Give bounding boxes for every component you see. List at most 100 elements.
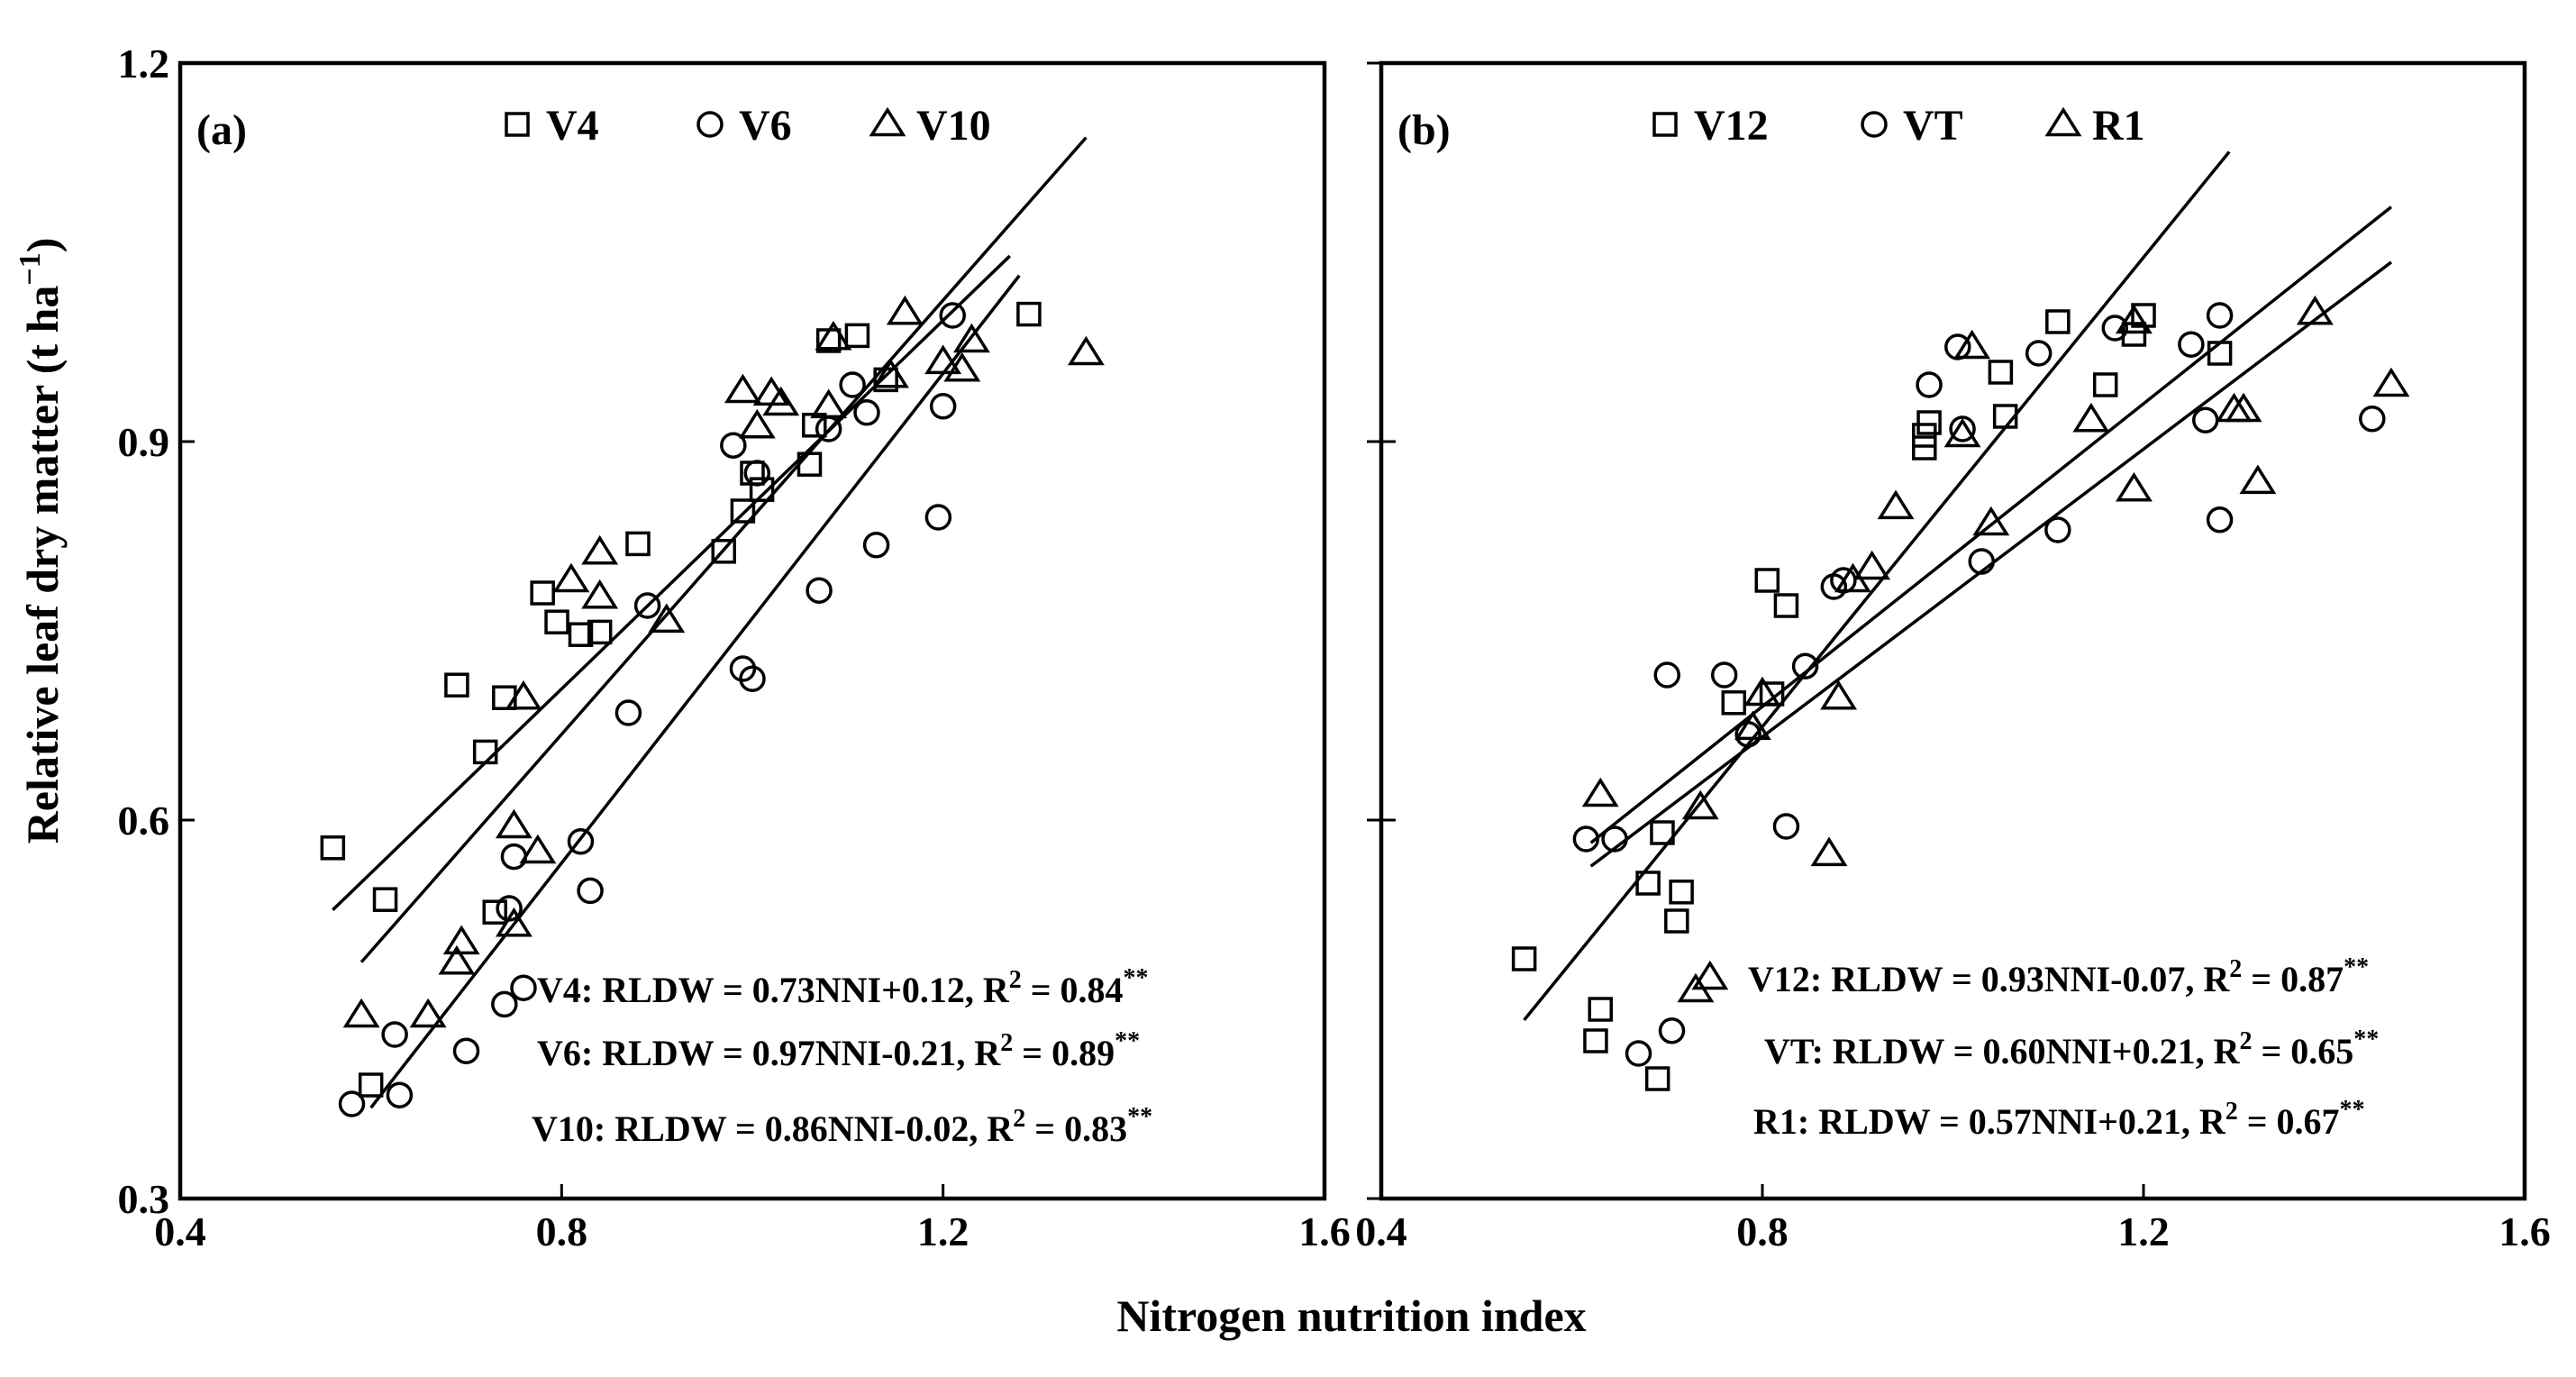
data-point	[1972, 506, 2010, 536]
data-point	[2115, 471, 2153, 502]
plot-frame	[1379, 60, 2527, 1201]
data-point	[720, 432, 747, 459]
data-point	[491, 990, 518, 1018]
data-point	[1810, 836, 1848, 867]
data-point	[1653, 661, 1680, 688]
data-point	[1772, 813, 1800, 840]
legend-marker-r1	[2044, 106, 2082, 137]
data-point	[762, 386, 800, 416]
data-point	[1588, 997, 1613, 1022]
data-point	[711, 539, 736, 564]
data-point	[587, 619, 613, 645]
data-point	[568, 622, 594, 647]
y-tick-label: 0.9	[118, 419, 170, 465]
data-point	[1669, 880, 1694, 905]
data-point	[625, 531, 651, 557]
series-v10	[342, 136, 1105, 1028]
data-point	[472, 739, 498, 765]
data-point	[844, 323, 870, 349]
data-point	[924, 504, 952, 531]
x-tick-label: 0.4	[1355, 1208, 1407, 1254]
data-point	[581, 534, 619, 565]
data-point	[614, 699, 642, 726]
data-point	[452, 1037, 480, 1064]
data-point	[1721, 690, 1747, 716]
data-point	[1992, 404, 2018, 429]
data-point	[2044, 516, 2071, 543]
data-point	[2372, 367, 2410, 397]
data-point	[1635, 871, 1661, 896]
data-point	[1664, 908, 1689, 934]
data-point	[939, 302, 966, 329]
data-point	[544, 609, 569, 634]
equation-vt: VT: RLDW = 0.60NNI+0.21, R2 = 0.65**	[1764, 1026, 2379, 1072]
data-point	[381, 1021, 408, 1048]
data-point	[1734, 710, 1771, 741]
data-point	[1820, 679, 1858, 710]
data-point	[730, 498, 756, 524]
data-point	[1583, 1028, 1608, 1053]
legend-marker-v6	[696, 111, 724, 138]
data-point	[342, 998, 380, 1028]
legend-marker-vt	[1861, 111, 1888, 138]
data-point	[495, 808, 532, 839]
panel-a: 0.4 0.8 1.2 1.6 0.3 0.6 0.9 1.2 (a) V4 V4: RLDW = …	[118, 41, 1351, 1254]
legend-marker-v4	[505, 112, 530, 137]
data-point	[1743, 676, 1781, 707]
data-point	[1943, 417, 1981, 448]
data-point	[444, 672, 469, 698]
data-point	[2072, 402, 2110, 433]
y-axis-title: Relative leaf dry matter (t ha−1)	[14, 238, 68, 844]
panel-label: (a)	[196, 106, 247, 154]
y-tick-label: 1.2	[118, 41, 170, 87]
data-point	[1572, 825, 1600, 853]
legend-marker-v10	[869, 106, 906, 137]
data-point	[2296, 295, 2334, 325]
data-point	[1581, 777, 1619, 807]
data-point	[338, 1090, 366, 1117]
legend-label-vt: VT	[1903, 102, 1963, 150]
data-point	[482, 899, 507, 925]
data-point	[1710, 661, 1738, 688]
data-point	[495, 907, 532, 937]
regression-line-v10	[360, 136, 1088, 963]
data-point	[952, 323, 990, 353]
x-tick-label: 0.8	[536, 1208, 588, 1254]
data-point	[2206, 302, 2234, 329]
data-point	[862, 532, 890, 559]
legend-marker-v12	[1652, 112, 1678, 137]
data-point	[320, 835, 346, 861]
data-point	[929, 393, 957, 420]
equation-v4: V4: RLDW = 0.73NNI+0.12, R2 = 0.84**	[537, 964, 1149, 1010]
data-point	[581, 579, 619, 609]
data-point	[810, 388, 848, 419]
data-point	[1067, 335, 1105, 366]
panel-b: 0.4 0.8 1.2 1.6 (b) V12 V12: RLDW = 0.93NNI-0.…	[1355, 60, 2551, 1254]
data-point	[372, 887, 398, 912]
data-point	[648, 603, 686, 634]
data-point	[2206, 506, 2234, 533]
legend-label-v4: V4	[546, 102, 599, 150]
data-point	[438, 944, 476, 975]
data-point	[815, 320, 852, 351]
data-point	[500, 843, 528, 871]
data-point	[442, 925, 480, 955]
data-point	[2115, 304, 2153, 334]
legend-label-v12: V12	[1694, 102, 1769, 150]
data-point	[2178, 331, 2205, 358]
x-axis-title: Nitrogen nutrition index	[1116, 1290, 1586, 1341]
regression-line-v6	[369, 274, 1021, 1109]
regression-line-v4	[332, 254, 1011, 911]
series-vt	[1572, 205, 2393, 1067]
y-tick-label: 0.6	[118, 798, 170, 844]
panel-label: (b)	[1397, 106, 1451, 154]
data-point	[1511, 946, 1537, 971]
data-point	[1949, 415, 1976, 442]
data-point	[1016, 301, 1042, 327]
data-point	[2191, 406, 2219, 433]
data-point	[519, 834, 557, 864]
data-point	[806, 577, 833, 604]
x-tick-label: 1.6	[1298, 1208, 1351, 1254]
data-point	[1912, 435, 1937, 461]
